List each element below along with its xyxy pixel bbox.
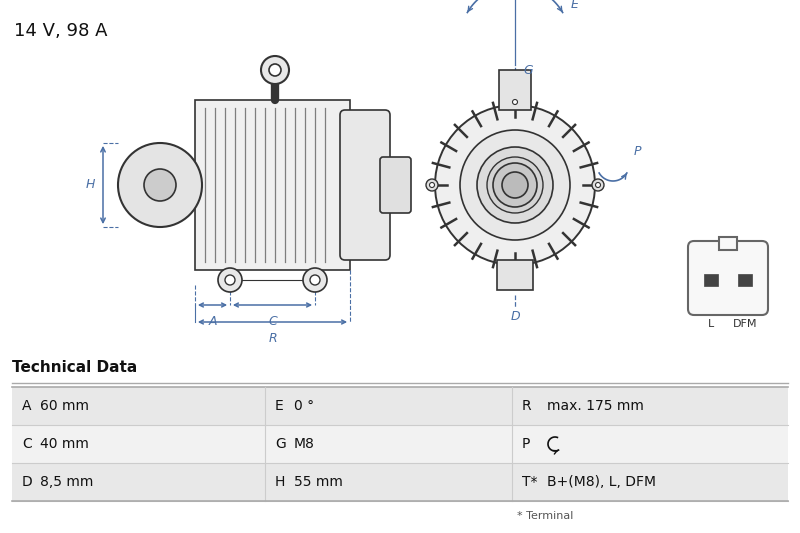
Text: A: A — [208, 315, 217, 328]
Text: 14 V, 98 A: 14 V, 98 A — [14, 22, 107, 40]
Text: R: R — [268, 332, 277, 345]
Bar — [12, 387, 788, 425]
Text: H: H — [275, 475, 286, 489]
Text: T*: T* — [522, 475, 538, 489]
Text: C: C — [22, 437, 32, 451]
Circle shape — [225, 275, 235, 285]
Text: R: R — [522, 399, 532, 413]
Text: max. 175 mm: max. 175 mm — [547, 399, 644, 413]
Text: DFM: DFM — [733, 319, 758, 329]
Bar — [719, 237, 737, 250]
Text: G: G — [523, 63, 533, 77]
Circle shape — [310, 275, 320, 285]
Text: P: P — [522, 437, 530, 451]
Circle shape — [435, 105, 595, 265]
Text: P: P — [634, 145, 642, 158]
Circle shape — [493, 163, 537, 207]
Text: E: E — [570, 0, 578, 11]
Text: Technical Data: Technical Data — [12, 360, 138, 375]
Text: G: G — [275, 437, 286, 451]
Text: 40 mm: 40 mm — [40, 437, 89, 451]
Bar — [497, 260, 533, 290]
Text: C: C — [268, 315, 277, 328]
Text: M8: M8 — [294, 437, 315, 451]
Circle shape — [487, 157, 543, 213]
Circle shape — [595, 182, 601, 188]
Circle shape — [144, 169, 176, 201]
Circle shape — [218, 268, 242, 292]
Circle shape — [430, 182, 434, 188]
Circle shape — [477, 147, 553, 223]
Text: H: H — [86, 179, 95, 191]
Bar — [12, 425, 788, 463]
Circle shape — [592, 179, 604, 191]
FancyBboxPatch shape — [380, 157, 411, 213]
Circle shape — [509, 96, 521, 108]
Bar — [704, 274, 718, 286]
Text: 55 mm: 55 mm — [294, 475, 343, 489]
Circle shape — [426, 179, 438, 191]
Circle shape — [460, 130, 570, 240]
Text: L: L — [708, 319, 714, 329]
FancyBboxPatch shape — [688, 241, 768, 315]
Circle shape — [261, 56, 289, 84]
Circle shape — [118, 143, 202, 227]
Text: 8,5 mm: 8,5 mm — [40, 475, 94, 489]
FancyBboxPatch shape — [340, 110, 390, 260]
Text: 0 °: 0 ° — [294, 399, 314, 413]
Text: D: D — [511, 310, 521, 323]
Bar — [195, 100, 350, 270]
Text: 60 mm: 60 mm — [40, 399, 89, 413]
Circle shape — [269, 64, 281, 76]
Text: E: E — [275, 399, 284, 413]
Circle shape — [502, 172, 528, 198]
Bar — [738, 274, 752, 286]
Bar — [12, 463, 788, 501]
Text: A: A — [22, 399, 31, 413]
Text: * Terminal: * Terminal — [517, 511, 574, 521]
Text: D: D — [22, 475, 33, 489]
Circle shape — [303, 268, 327, 292]
Bar — [499, 70, 531, 110]
Text: B+(M8), L, DFM: B+(M8), L, DFM — [547, 475, 656, 489]
Circle shape — [513, 100, 518, 104]
